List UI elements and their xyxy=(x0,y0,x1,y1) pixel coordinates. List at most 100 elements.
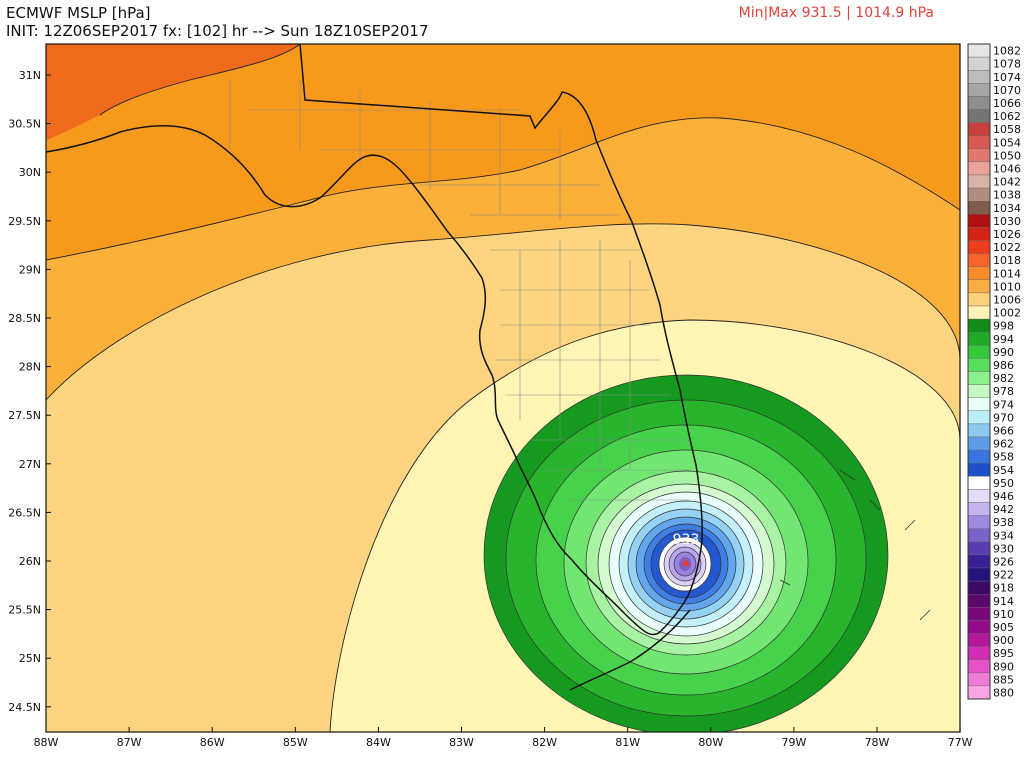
storm-center-marker xyxy=(682,558,690,566)
colorbar-swatch: 918 xyxy=(967,580,1014,595)
colorbar-swatch: 1022 xyxy=(967,240,1021,254)
colorbar-swatch: 966 xyxy=(967,423,1014,438)
lat-label: 28N xyxy=(19,361,51,374)
svg-text:942: 942 xyxy=(993,503,1014,516)
longitude-labels: 88W 87W 86W 85W 84W 83W 82W 81W 80W 79W 78W 77W xyxy=(34,727,973,749)
colorbar-swatch: 994 xyxy=(967,332,1014,346)
svg-text:938: 938 xyxy=(993,516,1014,529)
svg-text:1050: 1050 xyxy=(993,149,1021,162)
svg-text:84W: 84W xyxy=(366,736,391,749)
colorbar-swatch: 930 xyxy=(967,541,1014,555)
svg-text:1010: 1010 xyxy=(993,280,1021,293)
band-1018 xyxy=(46,44,300,140)
map-title: ECMWF MSLP [hPa] xyxy=(6,4,151,22)
svg-text:80W: 80W xyxy=(698,736,723,749)
svg-text:910: 910 xyxy=(993,608,1014,621)
colorbar-swatch: 1078 xyxy=(967,56,1021,71)
colorbar-swatch: 950 xyxy=(967,476,1014,490)
svg-text:30.5N: 30.5N xyxy=(8,118,41,131)
colorbar-swatch: 1050 xyxy=(967,148,1021,162)
svg-text:926: 926 xyxy=(993,556,1014,569)
svg-text:82W: 82W xyxy=(532,736,557,749)
svg-text:900: 900 xyxy=(993,634,1014,647)
svg-text:1054: 1054 xyxy=(993,136,1021,149)
colorbar-swatch: 910 xyxy=(967,607,1014,621)
svg-text:28.5N: 28.5N xyxy=(8,312,41,325)
lon-label: 86W xyxy=(200,727,225,749)
svg-text:990: 990 xyxy=(993,346,1014,359)
pressure-contour-layer: 933 xyxy=(46,44,960,732)
colorbar-swatch: 1082 xyxy=(967,43,1021,58)
svg-text:978: 978 xyxy=(993,385,1014,398)
colorbar-swatch: 1074 xyxy=(967,69,1021,84)
svg-text:1046: 1046 xyxy=(993,163,1021,176)
svg-text:87W: 87W xyxy=(117,736,142,749)
svg-text:30N: 30N xyxy=(19,166,41,179)
colorbar-swatch: 885 xyxy=(967,672,1014,686)
svg-text:1066: 1066 xyxy=(993,97,1021,110)
colorbar-swatch: 938 xyxy=(967,515,1014,529)
islands xyxy=(779,469,931,621)
svg-text:85W: 85W xyxy=(283,736,308,749)
svg-text:1030: 1030 xyxy=(993,215,1021,228)
svg-text:26N: 26N xyxy=(19,555,41,568)
coastline xyxy=(46,44,703,691)
svg-text:950: 950 xyxy=(993,477,1014,490)
svg-text:86W: 86W xyxy=(200,736,225,749)
colorbar-swatch: 986 xyxy=(967,358,1014,372)
svg-text:890: 890 xyxy=(993,660,1014,673)
svg-text:26.5N: 26.5N xyxy=(8,506,41,519)
lat-label: 26N xyxy=(19,555,51,568)
svg-text:974: 974 xyxy=(993,398,1014,411)
svg-text:25N: 25N xyxy=(19,652,41,665)
colorbar-swatch: 1058 xyxy=(967,122,1021,136)
colorbar-swatch: 1062 xyxy=(967,109,1021,123)
svg-text:966: 966 xyxy=(993,425,1014,438)
colorbar-swatch: 1034 xyxy=(967,200,1021,215)
svg-text:1038: 1038 xyxy=(993,189,1021,202)
svg-text:25.5N: 25.5N xyxy=(8,604,41,617)
svg-text:83W: 83W xyxy=(449,736,474,749)
svg-text:986: 986 xyxy=(993,359,1014,372)
colorbar-swatch: 905 xyxy=(967,620,1014,634)
lat-label: 25N xyxy=(19,652,51,665)
svg-text:930: 930 xyxy=(993,542,1014,555)
lat-label: 27.5N xyxy=(8,409,51,422)
colorbar-swatch: 958 xyxy=(967,449,1014,464)
colorbar-swatch: 998 xyxy=(967,318,1014,333)
lat-label: 29.5N xyxy=(8,215,51,228)
svg-text:1082: 1082 xyxy=(993,45,1021,58)
cyclone-isobars xyxy=(483,374,889,732)
svg-text:1006: 1006 xyxy=(993,294,1021,307)
svg-text:954: 954 xyxy=(993,464,1014,477)
svg-text:962: 962 xyxy=(993,438,1014,451)
colorbar-swatch: 890 xyxy=(967,659,1014,673)
svg-text:81W: 81W xyxy=(615,736,640,749)
svg-text:1034: 1034 xyxy=(993,202,1021,215)
svg-text:31N: 31N xyxy=(19,69,41,82)
colorbar-swatch: 1002 xyxy=(967,305,1021,320)
colorbar-frame xyxy=(967,43,991,700)
init-forecast-line: INIT: 12Z06SEP2017 fx: [102] hr --> Sun … xyxy=(6,22,429,40)
colorbar-swatch: 970 xyxy=(967,410,1014,424)
colorbar-swatch: 1014 xyxy=(967,266,1021,280)
colorbar-swatch: 900 xyxy=(967,633,1014,647)
colorbar: 1082107810741070106610621058105410501046… xyxy=(967,43,1021,700)
svg-text:895: 895 xyxy=(993,647,1014,660)
svg-text:1018: 1018 xyxy=(993,254,1021,267)
colorbar-swatch: 1026 xyxy=(967,227,1021,241)
svg-text:27N: 27N xyxy=(19,458,41,471)
lon-label: 85W xyxy=(283,727,308,749)
colorbar-swatch: 1018 xyxy=(967,253,1021,267)
colorbar-swatch: 1010 xyxy=(967,279,1021,293)
svg-text:970: 970 xyxy=(993,411,1014,424)
svg-text:24.5N: 24.5N xyxy=(8,701,41,714)
colorbar-swatch: 1030 xyxy=(967,214,1021,228)
svg-text:1002: 1002 xyxy=(993,307,1021,320)
colorbar-swatch: 934 xyxy=(967,528,1014,542)
lat-label: 28.5N xyxy=(8,312,51,325)
colorbar-swatch: 962 xyxy=(967,436,1014,451)
lon-label: 88W xyxy=(34,727,59,749)
min-max-readout: Min|Max 931.5 | 1014.9 hPa xyxy=(738,5,934,21)
